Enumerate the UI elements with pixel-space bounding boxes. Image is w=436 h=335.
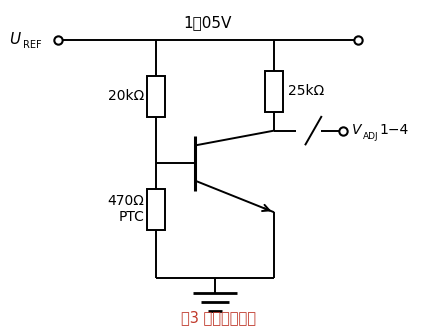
Text: $V$: $V$ [351,123,363,137]
Text: 25kΩ: 25kΩ [288,84,324,98]
Text: 20kΩ: 20kΩ [108,89,144,103]
Text: 1−4: 1−4 [379,123,409,137]
Text: 470Ω: 470Ω [107,194,144,208]
Text: ADJ: ADJ [363,132,378,141]
Text: 图3 过热保护电路: 图3 过热保护电路 [181,310,255,325]
Bar [147,189,165,230]
Text: 1．05V: 1．05V [184,15,232,30]
Bar [147,76,165,117]
Text: PTC: PTC [118,210,144,224]
Text: REF: REF [23,40,42,50]
Bar [265,71,283,112]
Text: $U$: $U$ [9,31,21,47]
